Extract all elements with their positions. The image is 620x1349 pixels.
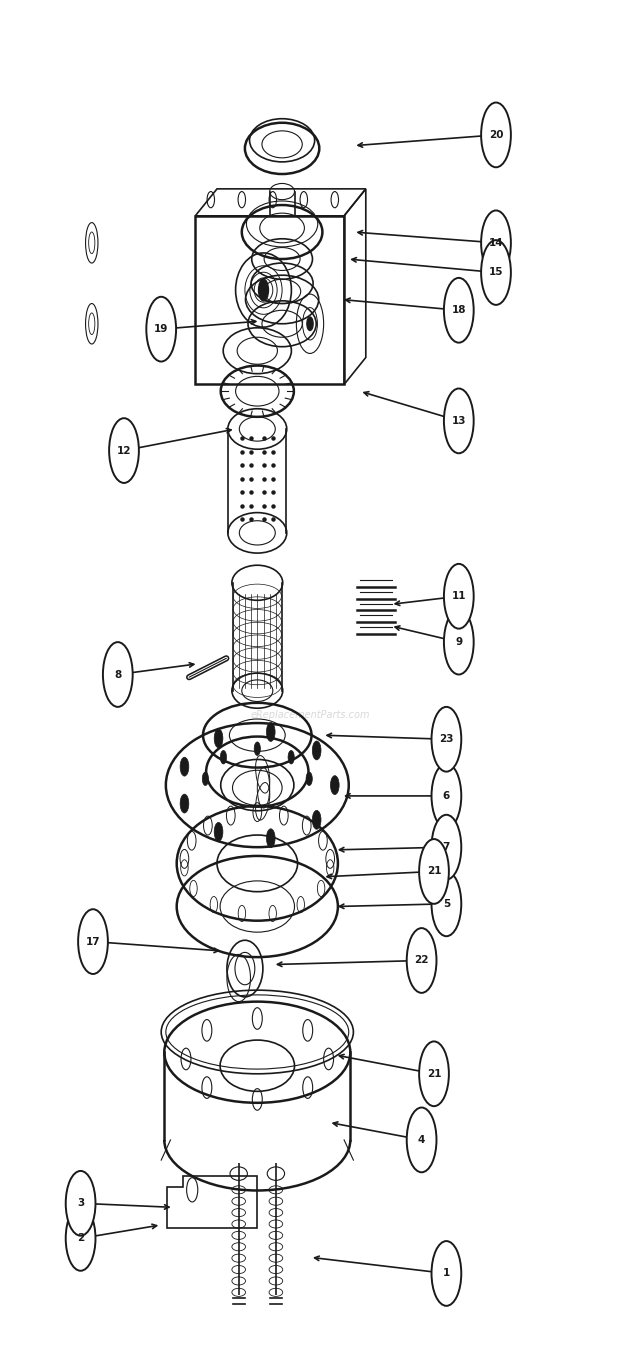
Circle shape — [481, 103, 511, 167]
Circle shape — [312, 741, 321, 759]
Text: 15: 15 — [489, 267, 503, 278]
Text: 5: 5 — [443, 898, 450, 909]
Circle shape — [432, 1241, 461, 1306]
Circle shape — [78, 909, 108, 974]
Text: 11: 11 — [451, 591, 466, 602]
Circle shape — [146, 297, 176, 362]
Circle shape — [220, 750, 226, 764]
Circle shape — [254, 742, 260, 755]
Text: 9: 9 — [455, 637, 463, 648]
Circle shape — [202, 772, 208, 785]
Circle shape — [215, 728, 223, 747]
Circle shape — [419, 839, 449, 904]
Circle shape — [432, 815, 461, 880]
Text: 3: 3 — [77, 1198, 84, 1209]
Circle shape — [180, 757, 189, 776]
Circle shape — [66, 1206, 95, 1271]
Text: 21: 21 — [427, 866, 441, 877]
Circle shape — [444, 278, 474, 343]
Circle shape — [267, 723, 275, 742]
Circle shape — [444, 564, 474, 629]
Circle shape — [267, 828, 275, 847]
Circle shape — [419, 1041, 449, 1106]
Text: 22: 22 — [414, 955, 429, 966]
Text: 8: 8 — [114, 669, 122, 680]
Circle shape — [180, 795, 189, 813]
Circle shape — [481, 210, 511, 275]
Circle shape — [66, 1171, 95, 1236]
Circle shape — [407, 1108, 436, 1172]
Text: 12: 12 — [117, 445, 131, 456]
Circle shape — [432, 764, 461, 828]
Text: 7: 7 — [443, 842, 450, 853]
Text: 19: 19 — [154, 324, 169, 335]
Circle shape — [259, 279, 268, 301]
Text: 14: 14 — [489, 237, 503, 248]
Text: 21: 21 — [427, 1068, 441, 1079]
Text: 1: 1 — [443, 1268, 450, 1279]
Text: 13: 13 — [451, 415, 466, 426]
Circle shape — [444, 389, 474, 453]
Circle shape — [214, 823, 223, 842]
Text: 4: 4 — [418, 1135, 425, 1145]
Circle shape — [481, 240, 511, 305]
Circle shape — [288, 750, 294, 764]
Circle shape — [109, 418, 139, 483]
Text: 17: 17 — [86, 936, 100, 947]
Text: 18: 18 — [451, 305, 466, 316]
Circle shape — [444, 610, 474, 674]
Circle shape — [432, 707, 461, 772]
Text: 23: 23 — [439, 734, 454, 745]
Circle shape — [312, 811, 321, 830]
Circle shape — [407, 928, 436, 993]
Circle shape — [307, 317, 313, 331]
Circle shape — [432, 871, 461, 936]
Text: 2: 2 — [77, 1233, 84, 1244]
Circle shape — [306, 772, 312, 785]
Text: eReplacementParts.com: eReplacementParts.com — [250, 710, 370, 720]
Text: 20: 20 — [489, 130, 503, 140]
Text: 6: 6 — [443, 791, 450, 801]
Circle shape — [103, 642, 133, 707]
Circle shape — [330, 776, 339, 795]
